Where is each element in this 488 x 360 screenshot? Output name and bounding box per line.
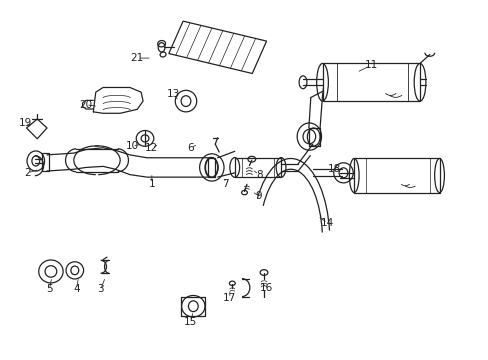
Text: 18: 18 [327, 164, 341, 174]
Text: 15: 15 [184, 317, 197, 327]
Text: 1: 1 [148, 179, 155, 189]
Text: 8: 8 [255, 170, 262, 180]
Bar [234, 158, 281, 177]
Text: 12: 12 [145, 143, 158, 153]
Text: 3: 3 [97, 284, 104, 294]
Text: 5: 5 [46, 284, 53, 294]
Bar [322, 63, 419, 101]
Text: 7: 7 [221, 179, 228, 189]
Text: 19: 19 [19, 118, 32, 128]
Text: 14: 14 [320, 218, 333, 228]
Text: 17: 17 [223, 293, 236, 303]
Text: 16: 16 [259, 283, 272, 293]
Text: 4: 4 [73, 284, 80, 294]
Bar [168, 21, 266, 73]
Text: 11: 11 [364, 60, 377, 70]
Text: 9: 9 [255, 191, 262, 201]
Text: 10: 10 [125, 141, 139, 151]
Text: 6: 6 [187, 143, 194, 153]
Text: 20: 20 [80, 100, 92, 110]
Text: 2: 2 [24, 168, 31, 178]
Text: 13: 13 [167, 89, 180, 99]
Bar [353, 158, 439, 193]
Text: 21: 21 [130, 53, 143, 63]
